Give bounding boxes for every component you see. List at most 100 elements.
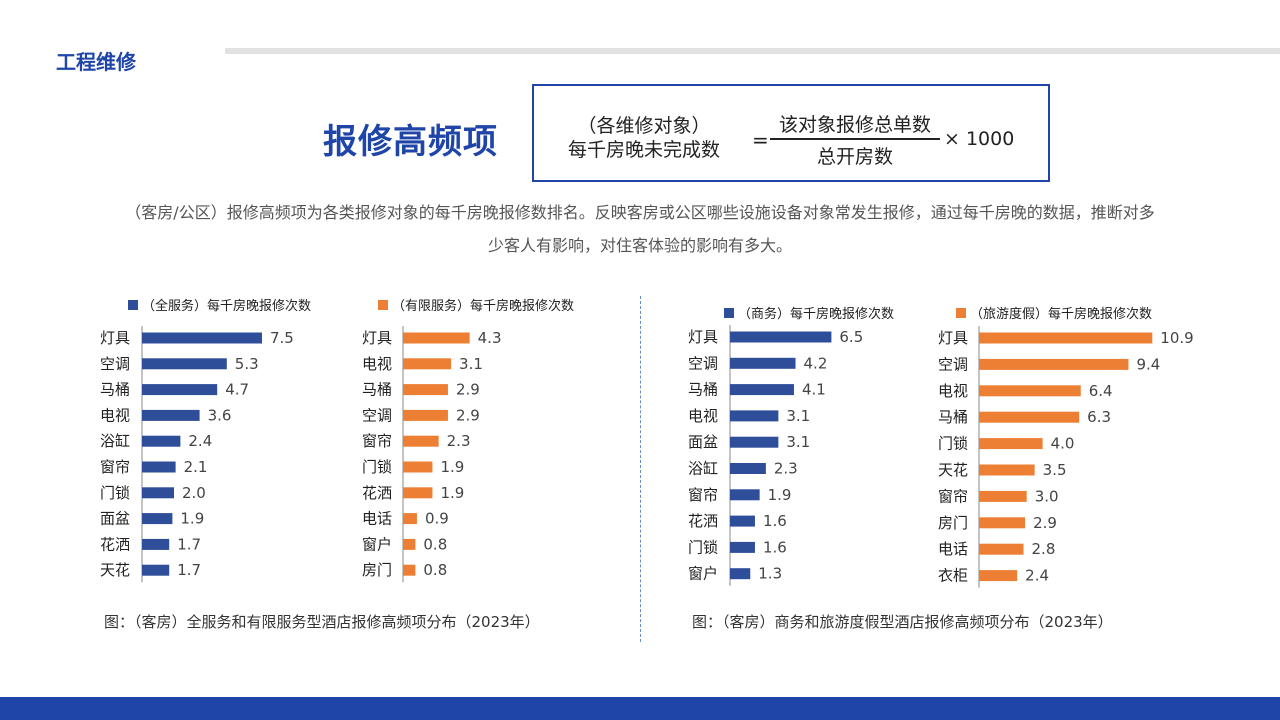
chart3-value-label: 2.3 bbox=[774, 460, 798, 478]
chart2-bar bbox=[403, 564, 416, 576]
chart4-bar bbox=[979, 332, 1153, 344]
chart3-category-label: 花洒 bbox=[688, 512, 718, 530]
chart3-value-label: 3.1 bbox=[786, 407, 810, 425]
chart4-bar bbox=[979, 490, 1027, 502]
chart4-bar bbox=[979, 464, 1035, 476]
chart2-category-label: 窗帘 bbox=[362, 432, 392, 450]
chart2-value-label: 2.3 bbox=[447, 432, 471, 450]
chart2-value-label: 2.9 bbox=[456, 381, 480, 399]
chart4-value-label: 6.4 bbox=[1089, 382, 1113, 400]
chart1-value-label: 2.4 bbox=[188, 432, 212, 450]
chart1-category-label: 窗帘 bbox=[100, 458, 130, 476]
chart-divider bbox=[640, 296, 641, 642]
chart2-value-label: 0.8 bbox=[423, 561, 447, 579]
chart2-category-label: 电视 bbox=[362, 355, 392, 373]
section-title: 工程维修 bbox=[56, 50, 136, 74]
chart1-value-label: 4.7 bbox=[225, 381, 249, 399]
chart2-bar bbox=[403, 487, 433, 499]
chart4-category-label: 衣柜 bbox=[938, 567, 968, 585]
formula-equals: = bbox=[752, 128, 769, 152]
chart2-category-label: 灯具 bbox=[362, 329, 392, 347]
chart2-bar bbox=[403, 513, 417, 525]
chart4-value-label: 3.0 bbox=[1035, 487, 1059, 505]
chart2-bar bbox=[403, 461, 433, 473]
chart3-category-label: 马桶 bbox=[688, 381, 718, 399]
chart3-value-label: 1.6 bbox=[763, 538, 787, 556]
chart2-bar bbox=[403, 358, 452, 370]
chart1-category-label: 电视 bbox=[100, 406, 130, 424]
chart3-bar bbox=[730, 384, 794, 396]
chart2-category-label: 空调 bbox=[362, 406, 392, 424]
formula-numerator: 该对象报修总单数 bbox=[778, 114, 931, 136]
chart3-bar bbox=[730, 436, 779, 448]
chart1-value-label: 7.5 bbox=[270, 329, 294, 347]
chart3-value-label: 6.5 bbox=[839, 328, 863, 346]
chart1-value-label: 2.1 bbox=[184, 458, 208, 476]
chart1-category-label: 门锁 bbox=[100, 484, 130, 502]
formula-denominator: 总开房数 bbox=[816, 146, 893, 168]
chart1-category-label: 天花 bbox=[100, 561, 130, 579]
chart4-category-label: 门锁 bbox=[938, 435, 968, 453]
chart4-category-label: 窗帘 bbox=[938, 487, 968, 505]
chart1-legend-swatch bbox=[128, 300, 138, 310]
chart1-value-label: 3.6 bbox=[208, 406, 232, 424]
chart4-value-label: 6.3 bbox=[1087, 408, 1111, 426]
chart1-category-label: 面盆 bbox=[100, 510, 130, 528]
chart4-value-label: 2.8 bbox=[1032, 540, 1056, 558]
formula-box: （各维修对象） 每千房晚未完成数 = 该对象报修总单数 总开房数 × 1000 bbox=[532, 84, 1050, 182]
chart3-value-label: 3.1 bbox=[786, 433, 810, 451]
chart2-bar bbox=[403, 409, 448, 421]
chart4-bar bbox=[979, 517, 1026, 529]
chart3-value-label: 1.9 bbox=[768, 486, 792, 504]
chart3-category-label: 窗户 bbox=[688, 565, 718, 583]
chart4-category-label: 空调 bbox=[938, 355, 968, 373]
chart1-category-label: 马桶 bbox=[100, 381, 130, 399]
caption-left: 图：（客房）全服务和有限服务型酒店报修高频项分布（2023年） bbox=[104, 613, 540, 631]
chart4-value-label: 2.4 bbox=[1025, 567, 1049, 585]
chart3-value-label: 1.6 bbox=[763, 512, 787, 530]
chart3-legend-swatch bbox=[724, 308, 734, 318]
chart2-value-label: 4.3 bbox=[478, 329, 502, 347]
chart3-category-label: 窗帘 bbox=[688, 486, 718, 504]
chart3-value-label: 1.3 bbox=[758, 565, 782, 583]
chart2-category-label: 门锁 bbox=[362, 458, 392, 476]
formula-left-line1: （各维修对象） bbox=[577, 115, 711, 137]
chart4-legend-label: （旅游度假）每千房晚报修次数 bbox=[970, 306, 1152, 322]
chart2-legend-swatch bbox=[378, 300, 388, 310]
chart1-bar bbox=[142, 538, 170, 550]
chart1-bar bbox=[142, 384, 218, 396]
chart3-value-label: 4.1 bbox=[802, 381, 826, 399]
chart1-value-label: 5.3 bbox=[235, 355, 259, 373]
header-divider bbox=[225, 48, 1280, 54]
chart4-category-label: 电视 bbox=[938, 382, 968, 400]
chart1-value-label: 1.7 bbox=[177, 535, 201, 553]
chart2-value-label: 0.9 bbox=[425, 510, 449, 528]
chart2-value-label: 2.9 bbox=[456, 406, 480, 424]
chart4-value-label: 3.5 bbox=[1043, 461, 1067, 479]
chart3-category-label: 门锁 bbox=[688, 538, 718, 556]
chart2-category-label: 花洒 bbox=[362, 484, 392, 502]
chart1-bar bbox=[142, 358, 227, 370]
chart2-value-label: 3.1 bbox=[459, 355, 483, 373]
chart4-bar bbox=[979, 358, 1129, 370]
chart1-value-label: 1.7 bbox=[177, 561, 201, 579]
chart3-category-label: 电视 bbox=[688, 407, 718, 425]
chart2-category-label: 电话 bbox=[362, 510, 392, 528]
chart4-legend-swatch bbox=[956, 308, 966, 318]
chart1-bar bbox=[142, 435, 181, 447]
chart2-bar bbox=[403, 332, 470, 344]
chart1-bar bbox=[142, 409, 200, 421]
chart1-category-label: 花洒 bbox=[100, 535, 130, 553]
description: （客房/公区）报修高频项为各类报修对象的每千房晚报修数排名。反映客房或公区哪些设… bbox=[125, 203, 1155, 255]
formula-left: （各维修对象） 每千房晚未完成数 bbox=[534, 114, 754, 162]
chart1-bar bbox=[142, 461, 176, 473]
chart3-category-label: 灯具 bbox=[688, 328, 718, 346]
chart1-bar bbox=[142, 487, 174, 499]
page-title: 报修高频项 bbox=[323, 122, 498, 162]
chart3-bar bbox=[730, 357, 796, 369]
chart3-bar bbox=[730, 331, 832, 343]
chart2-category-label: 房门 bbox=[362, 561, 392, 579]
chart4-category-label: 天花 bbox=[938, 461, 968, 479]
chart2-bar bbox=[403, 384, 448, 396]
